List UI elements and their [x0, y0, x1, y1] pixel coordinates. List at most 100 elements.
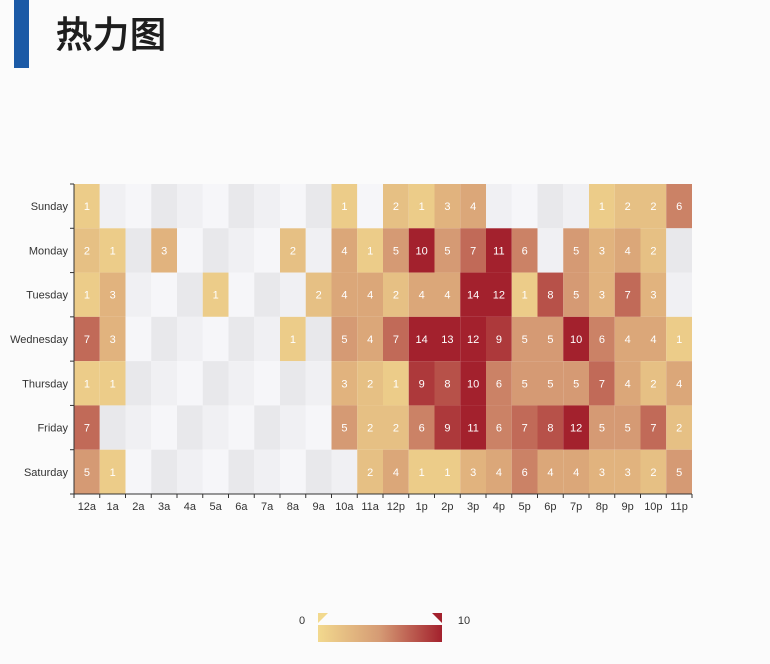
x-tick-label: 7p	[570, 501, 582, 513]
heatmap-cell	[151, 272, 177, 317]
x-tick-label: 7a	[261, 501, 274, 513]
x-tick-label: 4a	[184, 501, 197, 513]
x-tick-label: 10a	[335, 501, 354, 513]
heatmap-cell	[151, 184, 177, 229]
cell-value-label: 3	[599, 467, 605, 479]
heatmap-cell	[511, 449, 538, 494]
cell-value-label: 7	[522, 423, 528, 435]
cell-value-label: 5	[444, 245, 450, 257]
heatmap-cell	[383, 449, 409, 494]
heatmap-cell	[254, 272, 280, 317]
heatmap-cell	[563, 449, 589, 494]
heatmap-cell	[254, 405, 280, 450]
heatmap-cell	[408, 228, 435, 273]
cell-value-label: 3	[650, 290, 656, 302]
cell-value-label: 5	[573, 290, 579, 302]
cell-value-label: 5	[341, 334, 347, 346]
cell-value-label: 9	[419, 378, 425, 390]
cell-value-label: 1	[444, 467, 450, 479]
x-tick-label: 6p	[544, 501, 556, 513]
x-tick-label: 12p	[387, 501, 405, 513]
cell-value-label: 3	[625, 467, 631, 479]
cell-value-label: 7	[393, 334, 399, 346]
cell-value-label: 1	[110, 245, 116, 257]
heatmap-cell	[640, 361, 667, 406]
heatmap-cell	[537, 184, 564, 229]
heatmap-cell	[254, 449, 280, 494]
y-tick-label: Monday	[29, 245, 69, 257]
cell-value-label: 1	[213, 290, 219, 302]
cell-value-label: 2	[650, 245, 656, 257]
heatmap-cell	[511, 361, 538, 406]
heatmap-cell	[357, 184, 383, 229]
cell-value-label: 4	[393, 467, 399, 479]
heatmap-cell	[228, 184, 255, 229]
visual-map-min-handle[interactable]	[318, 613, 328, 623]
cell-value-label: 9	[444, 423, 450, 435]
y-tick-label: Thursday	[22, 378, 68, 390]
heatmap-cell	[511, 228, 538, 273]
cell-value-label: 2	[84, 245, 90, 257]
heatmap-cell	[280, 405, 306, 450]
cell-value-label: 13	[441, 334, 453, 346]
heatmap-cell	[202, 361, 229, 406]
heatmap-cell	[280, 272, 306, 317]
cell-value-label: 2	[650, 201, 656, 213]
heatmap-cell	[151, 405, 177, 450]
heatmap-cell	[202, 316, 229, 362]
cell-value-label: 2	[393, 423, 399, 435]
heatmap-cell	[125, 361, 152, 406]
cell-value-label: 5	[84, 467, 90, 479]
heatmap-cell	[228, 316, 255, 362]
x-tick-label: 4p	[493, 501, 505, 513]
heatmap-cell	[177, 405, 203, 450]
heatmap-cell	[202, 228, 229, 273]
cell-value-label: 12	[570, 423, 582, 435]
cell-value-label: 5	[573, 245, 579, 257]
y-tick-label: Tuesday	[26, 290, 68, 302]
cell-value-label: 10	[416, 245, 428, 257]
cell-value-label: 7	[84, 423, 90, 435]
visual-map-max-handle[interactable]	[432, 613, 442, 623]
heatmap-cell	[331, 405, 358, 450]
heatmap-cell	[486, 228, 512, 273]
heatmap-cell	[460, 316, 486, 362]
cell-value-label: 10	[570, 334, 582, 346]
heatmap-cell	[434, 361, 461, 406]
heatmap-cell	[666, 361, 692, 406]
heatmap-cell	[460, 184, 486, 229]
heatmap-cell	[408, 361, 435, 406]
heatmap-cell	[408, 316, 435, 362]
heatmap-cell	[99, 272, 126, 317]
cell-value-label: 5	[341, 423, 347, 435]
heatmap-cell	[614, 361, 641, 406]
heatmap-cell	[357, 228, 383, 273]
cell-value-label: 4	[625, 378, 631, 390]
heatmap-cell	[305, 184, 332, 229]
cell-value-label: 3	[110, 290, 116, 302]
heatmap-cell	[537, 316, 564, 362]
cell-value-label: 5	[547, 334, 553, 346]
heatmap-cell	[228, 272, 255, 317]
cell-value-label: 1	[341, 201, 347, 213]
cell-value-label: 3	[341, 378, 347, 390]
cell-value-label: 12	[493, 290, 505, 302]
visual-map-bar[interactable]	[318, 625, 442, 642]
x-tick-label: 2p	[441, 501, 453, 513]
cell-value-label: 8	[444, 378, 450, 390]
heatmap-cell	[357, 405, 383, 450]
heatmap-cell	[151, 449, 177, 494]
heatmap-cell	[589, 361, 615, 406]
cell-value-label: 6	[676, 201, 682, 213]
heatmap-cell	[177, 361, 203, 406]
heatmap-cell	[177, 272, 203, 317]
heatmap-cell	[74, 449, 100, 494]
heatmap-cell	[640, 316, 667, 362]
heatmap-cell	[74, 272, 100, 317]
cell-value-label: 1	[676, 334, 682, 346]
heatmap-cell	[357, 361, 383, 406]
heatmap-cell	[486, 184, 512, 229]
cell-value-label: 2	[393, 290, 399, 302]
heatmap-cell	[511, 184, 538, 229]
